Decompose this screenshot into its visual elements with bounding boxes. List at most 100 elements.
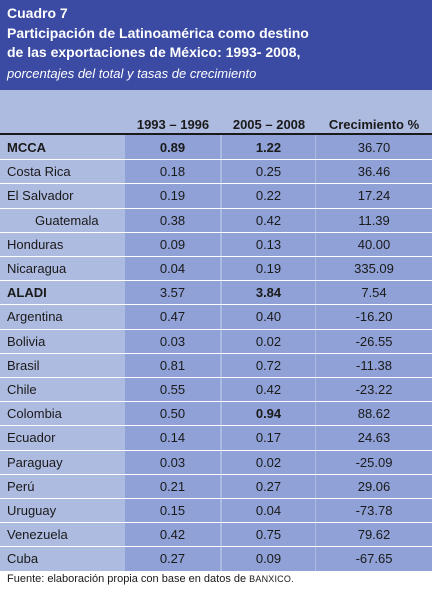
row-label: Honduras [7,237,64,252]
row-separator [0,474,432,475]
source-note-source: BANXICO. [249,574,294,584]
source-note: Fuente: elaboración propia con base en d… [7,573,294,585]
cell-1993-1996: 0.15 [159,503,186,518]
cell-growth: 24.63 [357,430,391,445]
table-row: Costa Rica 0.18 0.25 36.46 [0,159,432,183]
row-separator [0,522,432,523]
row-label: Cuba [7,551,39,566]
cell-2005-2008: 0.13 [255,237,282,252]
cell-1993-1996: 0.42 [159,527,186,542]
cell-2005-2008: 0.72 [255,358,282,373]
cell-1993-1996: 0.55 [159,382,186,397]
cell-growth: -67.65 [355,551,393,566]
cell-growth: -11.38 [356,358,392,373]
row-separator [0,329,432,330]
cell-2005-2008: 0.09 [255,551,282,566]
table-row: Nicaragua 0.04 0.19 335.09 [0,256,432,280]
table-row: Honduras 0.09 0.13 40.00 [0,232,432,256]
cell-2005-2008: 0.42 [255,213,282,228]
cell-growth: 36.70 [357,140,391,155]
cell-growth: 11.39 [358,213,390,228]
cell-1993-1996: 0.18 [159,164,186,179]
cell-1993-1996: 0.03 [159,334,186,349]
cell-2005-2008: 3.84 [255,285,282,300]
row-label: Brasil [7,358,40,373]
cell-growth: -26.55 [355,334,393,349]
column-header-growth: Crecimiento % [328,117,420,132]
row-label: Perú [7,479,35,494]
title-line-2: de las exportaciones de México: 1993- 20… [7,44,301,60]
row-label: Bolivia [7,334,46,349]
cell-1993-1996: 0.81 [159,358,186,373]
column-header-1993-1996: 1993 – 1996 [136,117,210,132]
title-line-1: Participación de Latinoamérica como dest… [7,25,309,41]
table-row: Venezuela 0.42 0.75 79.62 [0,522,432,546]
cell-1993-1996: 3.57 [159,285,186,300]
table-row: El Salvador 0.19 0.22 17.24 [0,183,432,207]
row-separator [0,183,432,184]
table-title: Participación de Latinoamérica como dest… [7,24,309,62]
table-row: Ecuador 0.14 0.17 24.63 [0,425,432,449]
table-row: Argentina 0.47 0.40 -16.20 [0,304,432,328]
cell-growth: 88.62 [357,406,391,421]
cell-growth: 40.00 [357,237,391,252]
cell-2005-2008: 0.75 [255,527,282,542]
cell-growth: -23.22 [355,382,393,397]
cell-2005-2008: 0.17 [255,430,282,445]
table-row: Paraguay 0.03 0.02 -25.09 [0,450,432,474]
row-separator [0,304,432,305]
table-subtitle: porcentajes del total y tasas de crecimi… [7,66,257,81]
cell-1993-1996: 0.47 [159,309,186,324]
cell-2005-2008: 0.94 [255,406,282,421]
cell-2005-2008: 0.04 [255,503,282,518]
cell-1993-1996: 0.89 [159,140,186,155]
cell-1993-1996: 0.50 [159,406,186,421]
cell-2005-2008: 0.42 [255,382,282,397]
row-separator [0,546,432,547]
table-row: Cuba 0.27 0.09 -67.65 [0,546,432,570]
header-rule [0,133,432,135]
cell-2005-2008: 0.27 [255,479,282,494]
table-row: Uruguay 0.15 0.04 -73.78 [0,498,432,522]
cell-1993-1996: 0.38 [159,213,186,228]
table-header: Cuadro 7 Participación de Latinoamérica … [0,0,432,90]
cell-growth: -25.09 [355,455,393,470]
row-label: Colombia [7,406,62,421]
cell-1993-1996: 0.04 [159,261,186,276]
table-row: ALADI 3.57 3.84 7.54 [0,280,432,304]
source-note-text: Fuente: elaboración propia con base en d… [7,573,250,585]
row-label: Uruguay [7,503,57,518]
cell-2005-2008: 0.02 [255,334,282,349]
column-header-2005-2008: 2005 – 2008 [232,117,306,132]
table-number: Cuadro 7 [7,5,68,21]
cell-1993-1996: 0.27 [159,551,186,566]
table-row: Colombia 0.50 0.94 88.62 [0,401,432,425]
row-label: Ecuador [7,430,56,445]
cell-growth: 36.46 [357,164,391,179]
row-label: Chile [7,382,37,397]
cell-growth: 335.09 [354,261,394,276]
table-row: Guatemala 0.38 0.42 11.39 [0,208,432,232]
cell-1993-1996: 0.03 [159,455,186,470]
row-separator [0,401,432,402]
row-separator [0,208,432,209]
cell-growth: 29.06 [357,479,391,494]
row-label: Venezuela [7,527,68,542]
cell-1993-1996: 0.19 [159,188,186,203]
row-separator [0,353,432,354]
table-row: Chile 0.55 0.42 -23.22 [0,377,432,401]
row-separator [0,498,432,499]
cell-growth: 7.54 [361,285,387,300]
row-separator [0,425,432,426]
table-row: Perú 0.21 0.27 29.06 [0,474,432,498]
cell-1993-1996: 0.21 [159,479,186,494]
row-label: Costa Rica [7,164,71,179]
row-separator [0,232,432,233]
cell-2005-2008: 1.22 [255,140,282,155]
cell-1993-1996: 0.14 [159,430,186,445]
row-label: Argentina [7,309,63,324]
row-label: ALADI [7,285,47,300]
row-label: Guatemala [35,213,99,228]
row-separator [0,450,432,451]
cell-growth: 79.62 [357,527,391,542]
